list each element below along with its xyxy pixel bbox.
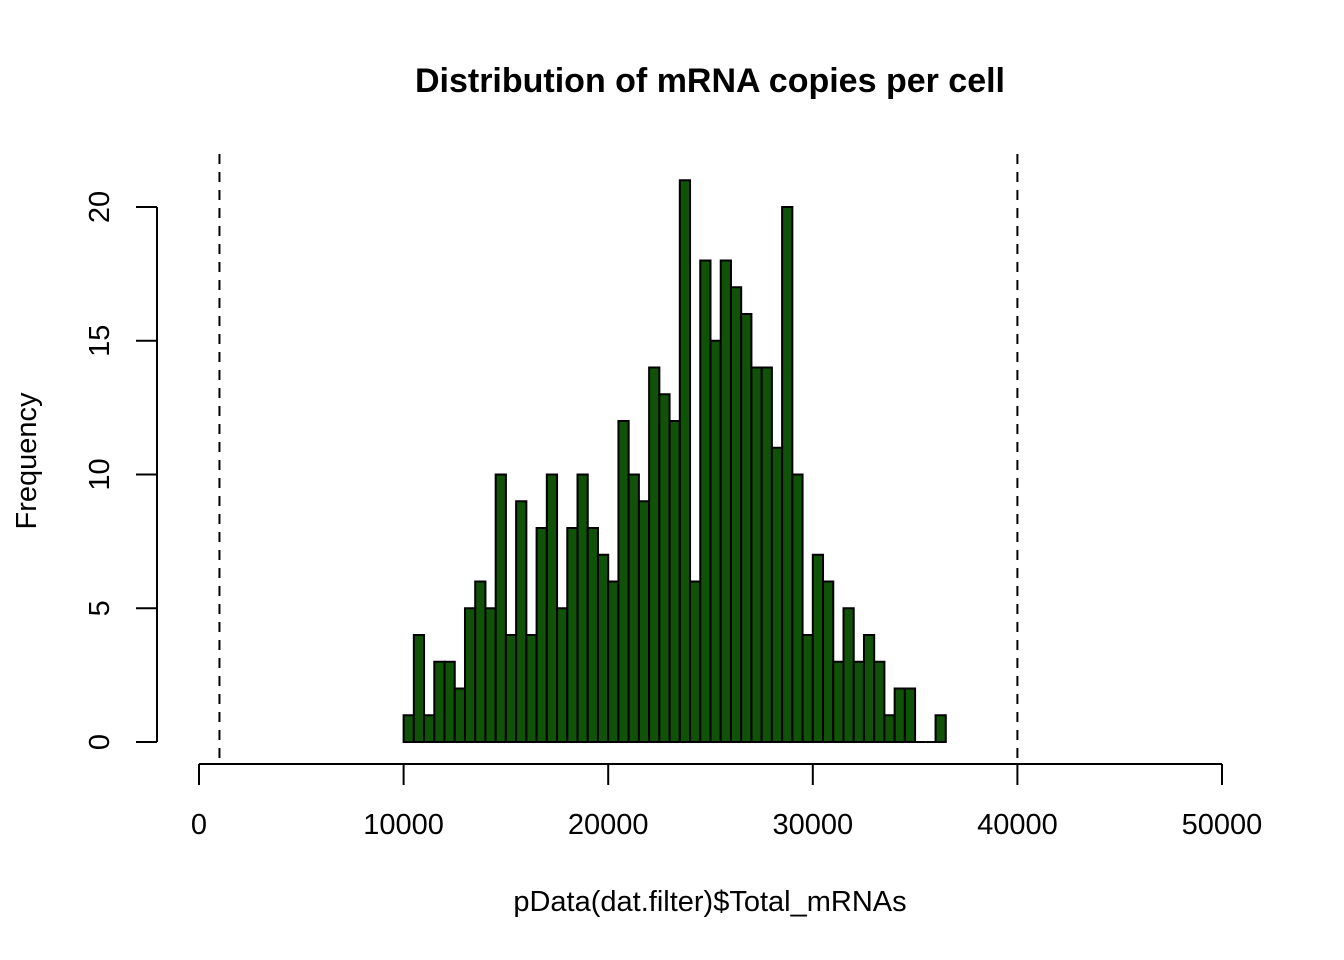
histogram-bar xyxy=(627,473,640,743)
plot-area: 0 10000 20000 30000 40000 50000 0 5 10 15 20 xyxy=(84,154,1262,841)
histogram-bar xyxy=(760,366,773,743)
y-tick-label: 5 xyxy=(84,600,116,616)
histogram-bar xyxy=(402,714,415,743)
histogram-bar xyxy=(504,634,518,743)
histogram-bar xyxy=(556,607,569,743)
x-tick-label: 10000 xyxy=(363,809,444,841)
x-tick-label: 50000 xyxy=(1182,809,1263,841)
histogram-bar xyxy=(453,687,466,743)
histogram-bar xyxy=(535,527,548,743)
x-tick-label: 30000 xyxy=(772,809,853,841)
histogram-bar xyxy=(412,634,426,743)
histogram-bar xyxy=(637,500,651,743)
histogram-bar xyxy=(658,393,671,743)
histogram-bar xyxy=(576,473,589,743)
x-axis-label: pData(dat.filter)$Total_mRNAs xyxy=(513,886,906,918)
histogram-bar xyxy=(883,714,896,743)
histogram-bar xyxy=(709,339,722,743)
histogram-bar xyxy=(903,687,917,743)
histogram-bar xyxy=(474,580,487,743)
x-tick-label: 40000 xyxy=(977,809,1058,841)
y-tick-label: 10 xyxy=(84,458,116,490)
histogram-bar xyxy=(801,634,814,743)
histogram-bar xyxy=(607,580,620,743)
histogram-bar xyxy=(791,473,804,743)
chart-title: Distribution of mRNA copies per cell xyxy=(415,62,1005,100)
histogram-bar xyxy=(423,714,436,743)
histogram-bar xyxy=(822,580,835,743)
histogram-bar xyxy=(740,313,753,743)
histogram-bar xyxy=(862,634,876,743)
histogram-bar xyxy=(433,660,446,743)
histogram-bar xyxy=(678,179,692,743)
y-axis-label: Frequency xyxy=(11,392,43,530)
x-tick-label: 0 xyxy=(191,809,207,841)
histogram-bar xyxy=(689,580,702,743)
histogram-bar xyxy=(873,660,886,743)
histogram-bar xyxy=(617,420,630,743)
histogram-bar xyxy=(934,714,947,743)
x-tick-label: 20000 xyxy=(568,809,649,841)
histogram-bar xyxy=(852,660,865,743)
histogram-bar xyxy=(699,259,712,743)
y-tick-label: 15 xyxy=(84,325,116,357)
histogram-bar xyxy=(566,527,579,743)
histogram-bar xyxy=(781,206,794,743)
histogram-bar xyxy=(545,473,559,743)
y-tick-label: 0 xyxy=(84,734,116,750)
histogram-bar xyxy=(811,553,825,743)
histogram-bar xyxy=(842,607,855,743)
histogram-bar xyxy=(719,259,732,743)
histogram-bar xyxy=(443,660,456,743)
histogram-bar xyxy=(494,473,507,743)
histogram-bar xyxy=(515,500,528,743)
histogram-bar xyxy=(770,446,784,743)
histogram-bar xyxy=(586,527,599,743)
histogram-bar xyxy=(668,420,681,743)
y-tick-label: 20 xyxy=(84,191,116,223)
histogram-bar xyxy=(729,286,743,743)
histogram-bar xyxy=(525,634,538,743)
histogram-bar xyxy=(893,687,906,743)
histogram-bar xyxy=(648,366,661,743)
histogram-bar xyxy=(596,553,610,743)
histogram-bar xyxy=(750,366,763,743)
histogram-bar xyxy=(832,660,845,743)
histogram-bar xyxy=(484,607,497,743)
histogram-bar xyxy=(463,607,477,743)
